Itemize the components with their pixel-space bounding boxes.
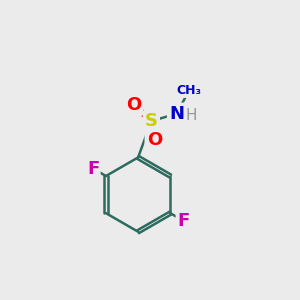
Text: F: F — [87, 160, 99, 178]
Text: H: H — [186, 108, 197, 123]
Text: O: O — [126, 96, 141, 114]
Text: CH₃: CH₃ — [176, 84, 201, 97]
Text: O: O — [147, 131, 162, 149]
Text: N: N — [169, 105, 184, 123]
Text: F: F — [177, 212, 189, 230]
Text: S: S — [145, 112, 158, 130]
